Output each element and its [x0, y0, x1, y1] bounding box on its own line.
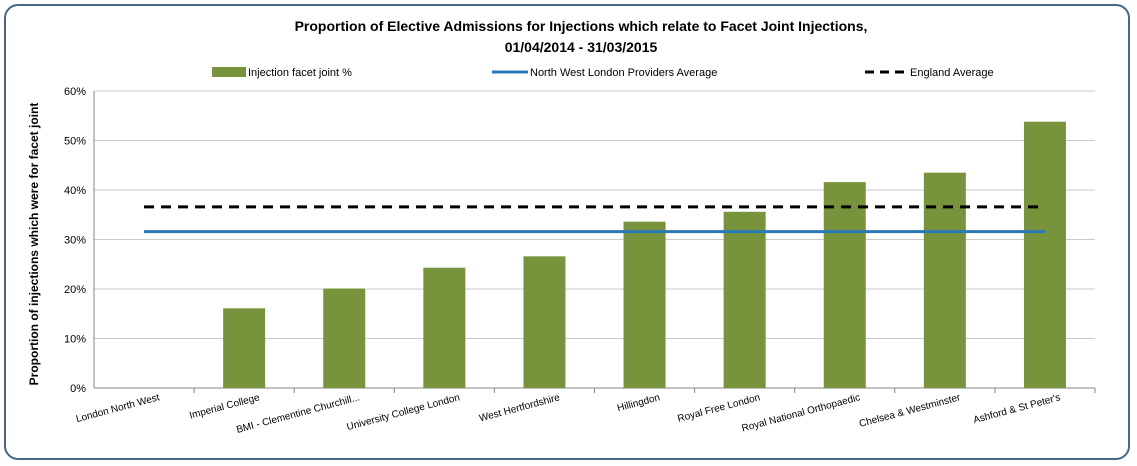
- reference-lines: [144, 205, 1045, 234]
- legend-label-england-average: England Average: [910, 67, 994, 79]
- bar: [623, 221, 666, 388]
- x-tick-label: London North West: [75, 392, 161, 425]
- bar: [823, 182, 866, 388]
- y-tick-label: 30%: [64, 235, 86, 247]
- x-tick-label: University College London: [346, 392, 462, 433]
- x-tick-label: Ashford & St Peter's: [972, 392, 1062, 426]
- legend: Injection facet joint % North West Londo…: [212, 67, 994, 79]
- y-tick-label: 20%: [64, 284, 86, 296]
- y-axis-label: Proportion of injections which were for …: [27, 103, 41, 386]
- bar: [523, 256, 566, 388]
- x-tick-label: Royal Free London: [676, 392, 761, 425]
- bar: [423, 267, 466, 388]
- legend-label-nwl-average: North West London Providers Average: [530, 67, 717, 79]
- x-tick-label: Imperial College: [188, 392, 261, 421]
- x-tick-label: West Hertfordshire: [478, 392, 562, 424]
- x-tick-label: Chelsea & Westminster: [858, 392, 962, 430]
- chart-title-line1: Proportion of Elective Admissions for In…: [295, 18, 868, 34]
- y-tick-label: 10%: [64, 334, 86, 346]
- bar: [223, 308, 266, 388]
- y-tick-label: 60%: [64, 86, 86, 98]
- y-tick-label: 40%: [64, 185, 86, 197]
- bars: [223, 121, 1066, 388]
- legend-label-bars: Injection facet joint %: [248, 67, 352, 79]
- chart-title-line2: 01/04/2014 - 31/03/2015: [505, 39, 658, 55]
- x-tick-label: Hillingdon: [616, 392, 661, 414]
- y-tick-label: 50%: [64, 136, 86, 148]
- bar: [323, 288, 366, 388]
- bar: [723, 211, 766, 388]
- y-tick-labels: 0% 10% 20% 30% 40% 50% 60%: [64, 86, 86, 395]
- legend-swatch-bars: [212, 67, 246, 77]
- bar: [923, 172, 966, 388]
- bar: [1023, 121, 1066, 388]
- y-tick-label: 0%: [70, 383, 86, 395]
